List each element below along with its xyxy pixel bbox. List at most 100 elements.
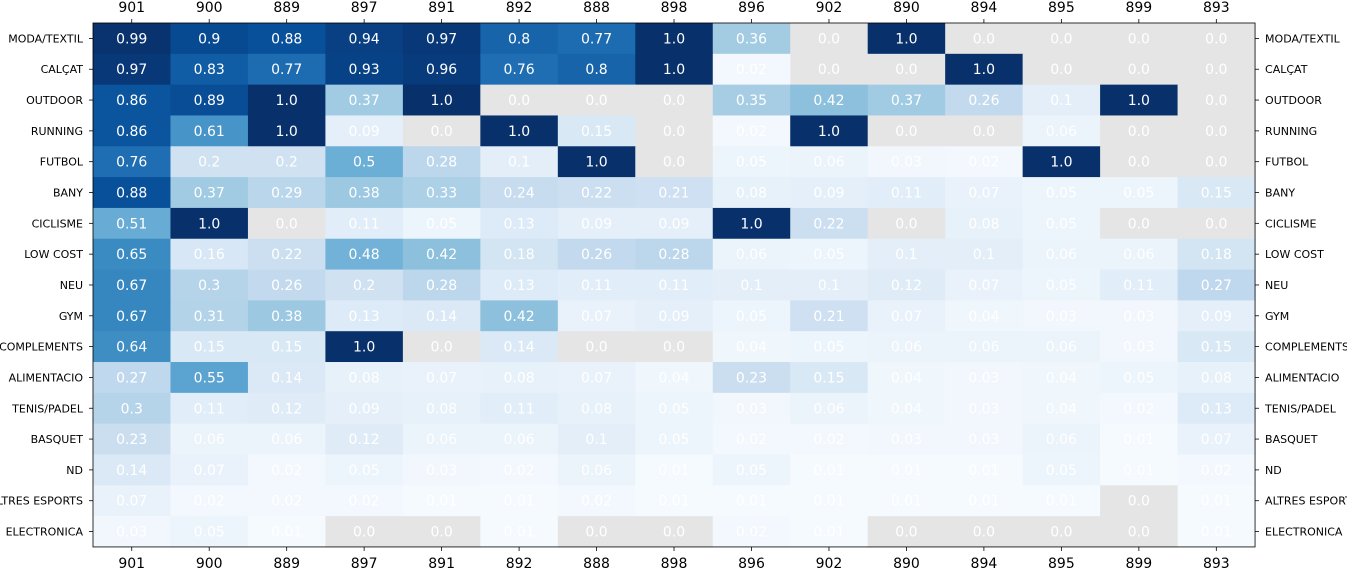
cell-value-label: 0.06 [968,340,999,356]
heatmap-cell [712,207,791,240]
cell-value-label: 1.0 [430,93,452,109]
heatmap-cell [1177,454,1256,486]
heatmap-cell [790,23,869,55]
cell-value-label: 0.0 [1050,525,1072,541]
cell-value-label: 0.0 [430,340,452,356]
heatmap-cell [480,362,559,394]
cell-value-label: 0.07 [968,278,999,294]
row-tick-label: BANY [53,187,83,200]
cell-value-label: 1.0 [508,124,530,140]
heatmap-cell [1022,53,1101,86]
heatmap-cell [557,423,636,455]
cell-value-label: 0.05 [1046,278,1077,294]
heatmap-cell [945,177,1024,209]
column-tick-label: 900 [196,0,223,16]
cell-value-label: 0.0 [1128,525,1150,541]
heatmap-cell [712,23,791,55]
cell-value-label: 0.13 [1201,401,1232,417]
heatmap-cell [247,177,326,209]
cell-value-label: 0.01 [968,494,999,510]
heatmap-cell [867,454,946,486]
cell-value-label: 0.42 [426,247,457,263]
heatmap-cell [712,423,791,455]
heatmap-cell [402,53,481,86]
cell-value-label: 0.61 [194,124,225,140]
heatmap-cell [402,392,481,425]
heatmap-cell [557,23,636,55]
cell-value-label: 0.8 [508,31,530,47]
cell-value-label: 0.06 [271,432,302,448]
row-tick-label: ALTRES ESPORTS [0,495,83,508]
cell-value-label: 0.02 [1123,401,1154,417]
column-tick-label: 892 [506,0,533,16]
cell-value-label: 0.11 [891,186,922,202]
heatmap-cell [247,423,326,455]
cell-value-label: 0.01 [271,525,302,541]
cell-value-label: 0.42 [504,309,535,325]
cell-value-label: 0.22 [813,216,844,232]
heatmap-cell [170,362,249,394]
cell-value-label: 0.0 [663,93,685,109]
cell-value-label: 0.13 [504,216,535,232]
row-tick-label: ND [66,464,83,477]
cell-value-label: 0.06 [891,340,922,356]
heatmap-cell [1177,23,1256,55]
cell-value-label: 0.11 [349,216,380,232]
column-ticks-bottom: 901 900 889 897 891 892 888 898 896 902 890 894 895 8… [118,546,1230,571]
heatmap-cell [790,392,869,425]
cell-value-label: 0.11 [658,278,689,294]
heatmap-cell [945,516,1024,548]
cell-value-label: 0.05 [658,432,689,448]
cell-value-label: 0.08 [504,370,535,386]
heatmap-cell [790,516,869,548]
heatmap-cell [867,146,946,178]
cell-value-label: 1.0 [663,62,685,78]
cell-value-label: 1.0 [663,31,685,47]
cell-value-label: 0.03 [968,370,999,386]
heatmap-cell [325,238,404,271]
cell-value-label: 0.15 [194,340,225,356]
cell-value-label: 0.14 [116,463,147,479]
heatmap-cell [790,423,869,455]
row-tick-label: FUTBOL [1265,156,1309,169]
cell-value-label: 0.76 [116,155,147,171]
heatmap-cell [1022,207,1101,240]
cell-value-label: 0.99 [116,31,147,47]
row-tick-label: BANY [1265,187,1295,200]
heatmap-cell [790,362,869,394]
cell-value-label: 0.09 [349,124,380,140]
cell-value-label: 0.37 [349,93,380,109]
heatmap-cell [402,207,481,240]
cell-value-label: 0.0 [895,62,917,78]
cell-value-label: 0.13 [349,309,380,325]
cell-value-label: 0.08 [426,401,457,417]
heatmap-cell [325,516,404,548]
heatmap-cell [1022,331,1101,363]
cell-value-label: 0.04 [1046,401,1077,417]
cell-value-label: 0.06 [1046,340,1077,356]
cell-value-label: 0.05 [736,463,767,479]
cell-value-label: 0.94 [349,31,380,47]
heatmap-cell [712,454,791,486]
heatmap-cell [325,115,404,147]
heatmap-cell [1177,423,1256,455]
heatmap-cell [712,331,791,363]
cell-value-label: 0.03 [1123,340,1154,356]
column-tick-label: 893 [1203,0,1230,16]
heatmap-cell [945,423,1024,455]
cell-value-label: 0.05 [1123,370,1154,386]
cell-value-label: 0.06 [813,155,844,171]
cell-value-label: 1.0 [1050,155,1072,171]
cell-value-label: 0.33 [426,186,457,202]
cell-value-label: 0.0 [1205,93,1227,109]
heatmap-cell [557,331,636,363]
heatmap-cell [480,207,559,240]
cell-value-label: 0.51 [116,216,147,232]
heatmap-cell [867,485,946,517]
heatmap-cell [1100,23,1179,55]
heatmap-cell [557,115,636,147]
heatmap-cell [1177,362,1256,394]
heatmap-cell [480,423,559,455]
cell-value-label: 0.03 [426,463,457,479]
cell-value-label: 0.11 [504,401,535,417]
